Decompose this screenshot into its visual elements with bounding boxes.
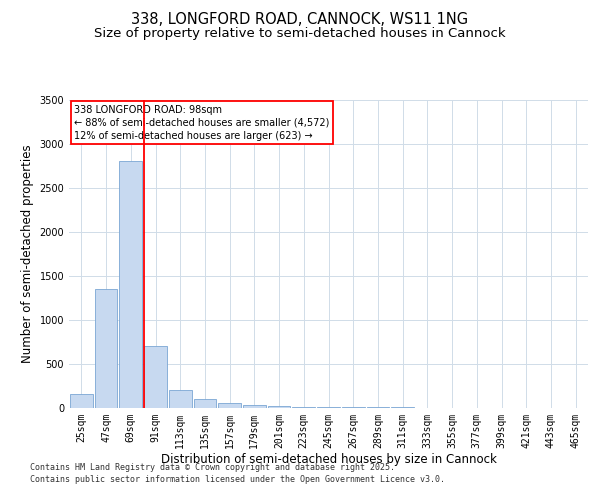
Bar (70, 394, 93, 407)
Bar (119, 162, 142, 408)
Bar (243, 405, 266, 407)
Bar (268, 406, 290, 407)
X-axis label: Distribution of semi-detached houses by size in Cannock: Distribution of semi-detached houses by … (161, 453, 496, 466)
Bar (194, 398, 216, 407)
Text: Size of property relative to semi-detached houses in Cannock: Size of property relative to semi-detach… (94, 26, 506, 40)
Text: 338 LONGFORD ROAD: 98sqm
← 88% of semi-detached houses are smaller (4,572)
12% o: 338 LONGFORD ROAD: 98sqm ← 88% of semi-d… (74, 104, 329, 141)
Bar (218, 403, 241, 407)
Text: Contains HM Land Registry data © Crown copyright and database right 2025.: Contains HM Land Registry data © Crown c… (30, 462, 395, 471)
Text: 338, LONGFORD ROAD, CANNOCK, WS11 1NG: 338, LONGFORD ROAD, CANNOCK, WS11 1NG (131, 12, 469, 28)
Bar (95, 289, 118, 408)
Bar (169, 390, 191, 407)
Y-axis label: Number of semi-detached properties: Number of semi-detached properties (21, 144, 34, 363)
Bar (144, 346, 167, 408)
Text: Contains public sector information licensed under the Open Government Licence v3: Contains public sector information licen… (30, 475, 445, 484)
